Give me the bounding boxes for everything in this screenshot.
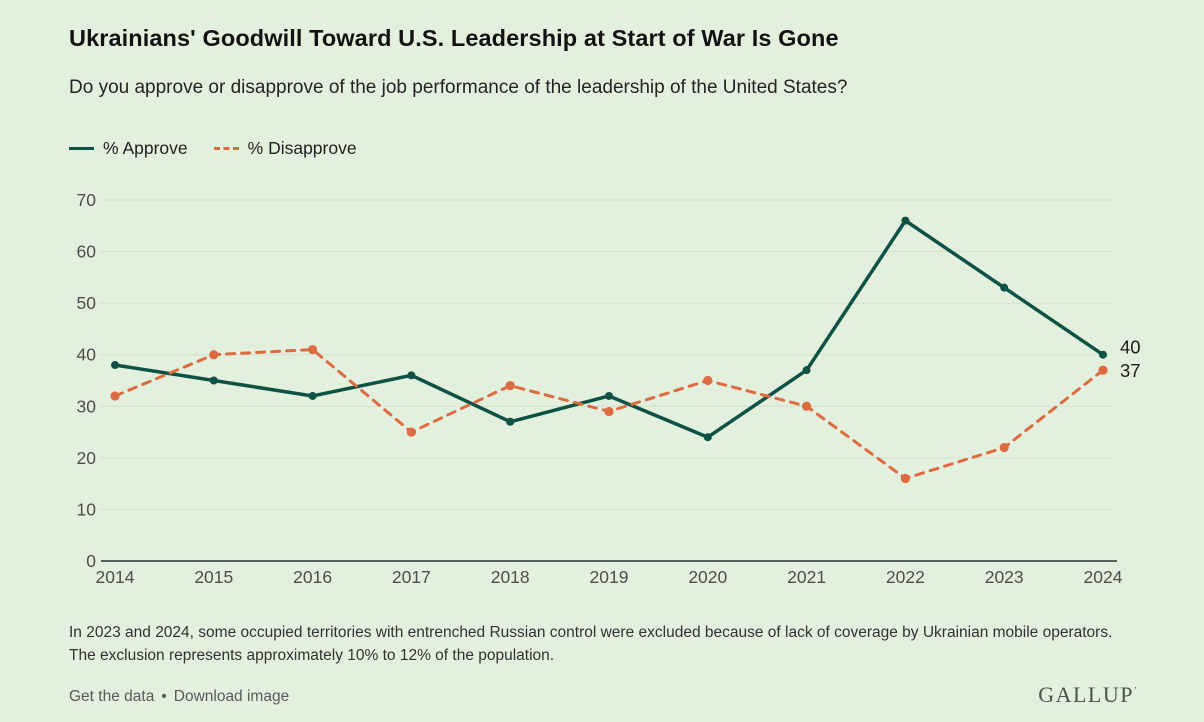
legend-item-approve: % Approve — [69, 138, 188, 159]
chart-subtitle: Do you approve or disapprove of the job … — [69, 77, 848, 98]
series-line-approve — [113, 218, 1105, 439]
x-tick-label: 2019 — [590, 567, 629, 587]
data-point — [999, 442, 1009, 453]
x-tick-label: 2018 — [491, 567, 530, 587]
gallup-logo: GALLUP’ — [1038, 682, 1137, 708]
chart-legend: % Approve % Disapprove — [69, 138, 357, 159]
y-tick-label: 70 — [77, 190, 97, 210]
page-title: Ukrainians' Goodwill Toward U.S. Leaders… — [69, 25, 839, 51]
x-tick-label: 2023 — [985, 567, 1024, 587]
x-tick-label: 2022 — [886, 567, 925, 587]
y-tick-label: 10 — [77, 499, 97, 519]
data-point — [703, 375, 713, 386]
data-point — [209, 350, 219, 360]
data-point — [407, 371, 416, 380]
data-point — [110, 391, 120, 401]
footer-links: Get the data • Download image — [69, 688, 289, 706]
data-point — [308, 344, 318, 355]
get-the-data-link[interactable]: Get the data — [69, 688, 155, 705]
chart-footnote: In 2023 and 2024, some occupied territor… — [69, 624, 1113, 664]
download-image-link[interactable]: Download image — [173, 688, 290, 705]
data-point — [505, 381, 515, 391]
y-tick-label: 50 — [77, 293, 97, 313]
x-tick-label: 2024 — [1084, 567, 1123, 587]
disapprove-line-swatch-icon — [213, 147, 239, 150]
gallup-wordmark: GALLUP — [1038, 682, 1134, 707]
x-tick-label: 2014 — [96, 567, 135, 587]
legend-label-disapprove: % Disapprove — [247, 138, 357, 158]
data-point — [901, 216, 910, 225]
end-value-label: 40 — [1120, 337, 1141, 358]
data-point — [111, 361, 119, 370]
data-point — [703, 433, 712, 442]
data-point — [209, 376, 218, 385]
y-tick-label: 20 — [77, 448, 97, 468]
data-point — [406, 427, 416, 437]
trademark-icon: ’ — [1134, 685, 1137, 696]
x-tick-label: 2016 — [293, 567, 332, 587]
data-point — [1099, 350, 1107, 359]
legend-item-disapprove: % Disapprove — [213, 138, 357, 159]
data-point — [900, 473, 911, 484]
data-point — [1000, 283, 1009, 292]
line-chart: 0 10 20 30 40 50 60 70 2014 2015 2016 2017 2018 2019 2… — [77, 190, 1141, 587]
y-tick-label: 60 — [77, 242, 97, 262]
end-value-label: 37 — [1120, 360, 1141, 381]
legend-label-approve: % Approve — [103, 138, 188, 158]
x-tick-label: 2017 — [392, 567, 431, 587]
footer-separator: • — [161, 688, 167, 705]
x-tick-label: 2020 — [688, 567, 727, 587]
data-point — [1098, 365, 1108, 375]
y-tick-label: 30 — [77, 396, 97, 416]
y-tick-label: 0 — [86, 551, 96, 571]
data-point — [802, 366, 811, 375]
data-point — [605, 391, 613, 400]
data-point — [604, 406, 614, 417]
data-point — [308, 391, 317, 400]
x-tick-label: 2021 — [787, 567, 826, 587]
approve-line-swatch-icon — [69, 147, 94, 150]
data-point — [802, 401, 812, 411]
x-tick-label: 2015 — [194, 567, 233, 587]
data-point — [506, 417, 515, 426]
y-tick-label: 40 — [77, 345, 97, 365]
